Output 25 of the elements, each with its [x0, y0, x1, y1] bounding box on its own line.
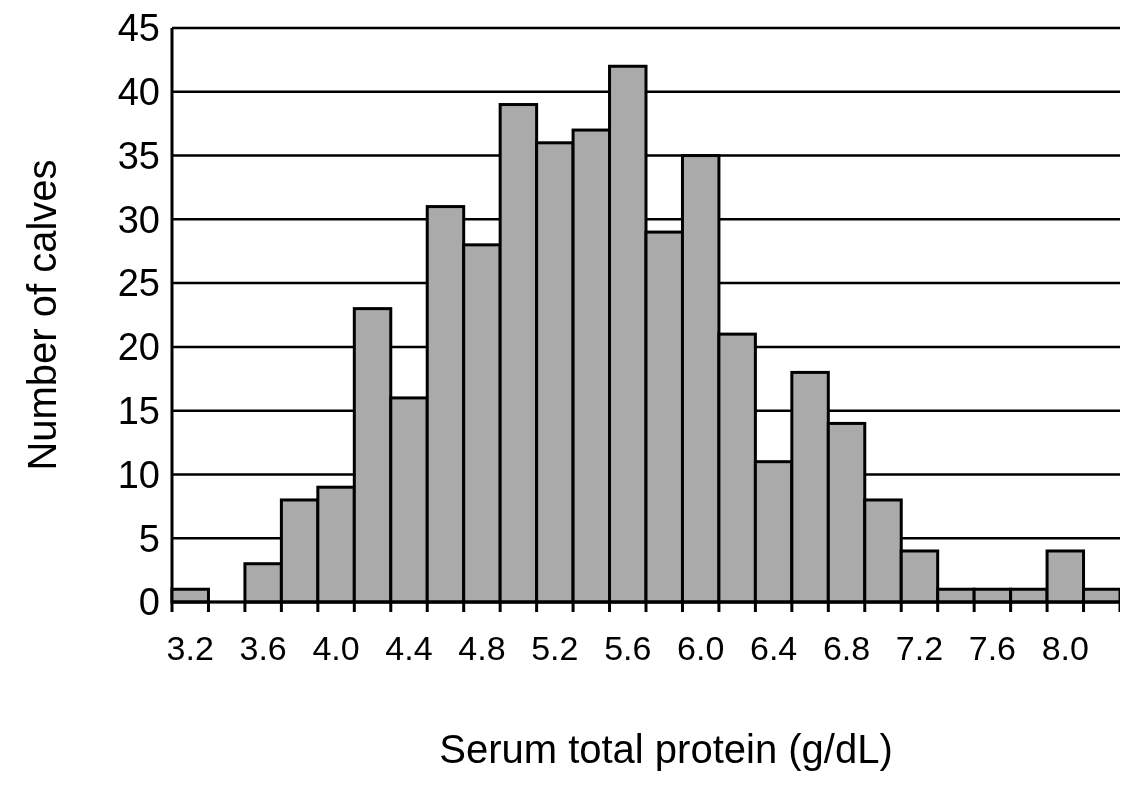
x-tick-label: 6.8: [822, 629, 871, 667]
x-tick-label: 5.2: [531, 629, 579, 667]
x-axis-title: Serum total protein (g/dL): [439, 727, 893, 771]
y-tick-label: 40: [117, 71, 160, 114]
y-axis-title: Number of calves: [20, 159, 64, 471]
y-tick-label: 0: [138, 581, 160, 624]
y-tick-label: 45: [117, 7, 160, 50]
y-tick-label: 35: [117, 134, 160, 177]
x-tick-label: 4.4: [385, 629, 433, 667]
y-tick-label: 30: [117, 198, 160, 241]
x-tick-label: 6.0: [677, 629, 725, 667]
y-tick-label: 10: [117, 453, 160, 496]
y-tick-label: 15: [117, 389, 160, 432]
y-tick-label: 5: [138, 517, 160, 560]
x-tick-label: 7.2: [895, 629, 944, 667]
x-tick-label: 5.6: [604, 629, 652, 667]
x-tick-label: 6.4: [749, 629, 798, 667]
x-tick-label: 3.6: [239, 629, 287, 667]
x-tick-label: 4.0: [312, 629, 360, 667]
x-tick-label: 4.8: [458, 629, 506, 667]
y-tick-label: 20: [117, 326, 160, 369]
y-tick-label: 25: [117, 262, 160, 305]
x-tick-label: 7.6: [968, 629, 1017, 667]
x-tick-label: 8.0: [1041, 629, 1089, 667]
x-tick-label: 3.2: [166, 629, 214, 667]
